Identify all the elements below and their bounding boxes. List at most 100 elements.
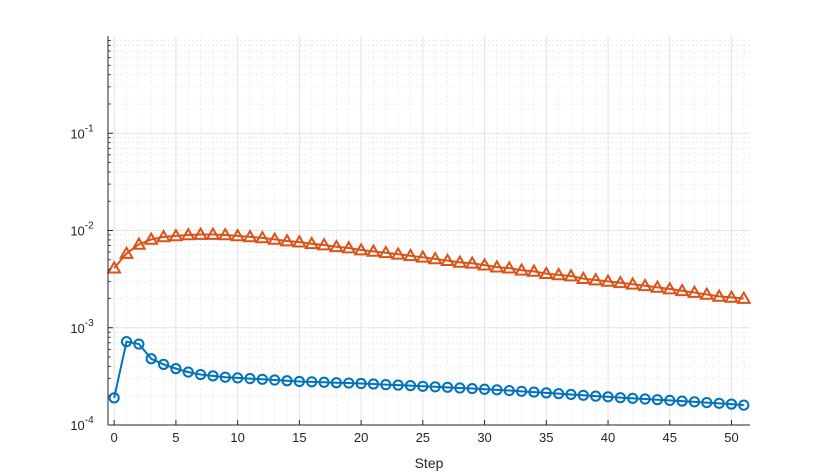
data-point (528, 386, 540, 398)
data-point (316, 237, 332, 251)
data-point (713, 397, 725, 409)
data-point (328, 238, 344, 253)
x-tick-label: 45 (663, 430, 677, 445)
x-tick-label: 20 (354, 430, 368, 445)
x-tick-label: 15 (292, 430, 306, 445)
x-tick-label: 0 (111, 430, 118, 445)
data-point (614, 392, 626, 404)
axes: 0 5 10 15 20 25 30 35 40 45 50 10-4 10-3 10-2 10-1 (70, 36, 750, 445)
data-point (318, 376, 330, 388)
data-point (219, 371, 231, 383)
data-point (686, 284, 702, 298)
data-point (612, 274, 628, 289)
data-point (304, 235, 320, 250)
series-layer (106, 226, 752, 411)
data-point (242, 229, 258, 243)
data-point (701, 396, 713, 409)
y-tick-label: 10-3 (70, 318, 94, 336)
data-point (514, 262, 530, 276)
data-point (343, 377, 355, 389)
data-point (120, 336, 133, 348)
data-point (145, 353, 157, 365)
data-point (600, 273, 616, 287)
data-point (306, 376, 318, 388)
data-point (664, 394, 676, 407)
data-point (355, 377, 367, 390)
data-point (625, 276, 641, 290)
data-point (390, 246, 406, 260)
data-point (515, 385, 528, 397)
series-1 (108, 336, 750, 411)
data-point (577, 389, 589, 401)
data-point (330, 377, 343, 389)
data-point (711, 288, 727, 302)
data-point (676, 395, 688, 407)
data-point (477, 257, 493, 271)
data-point (429, 381, 441, 393)
data-point (207, 370, 219, 382)
data-point (439, 252, 456, 266)
data-point (538, 265, 554, 279)
data-point (540, 387, 552, 399)
x-tick-label: 25 (416, 430, 430, 445)
data-point (526, 263, 542, 277)
x-tick-label: 5 (172, 430, 179, 445)
series-2 (106, 226, 752, 304)
data-point (491, 384, 503, 396)
data-point (244, 372, 256, 385)
x-tick-label: 50 (724, 430, 738, 445)
data-point (380, 379, 392, 391)
data-point (232, 372, 244, 384)
data-point (466, 382, 478, 395)
data-point (170, 363, 182, 375)
x-tick-label: 40 (601, 430, 615, 445)
data-point (627, 392, 639, 404)
data-point (738, 399, 750, 411)
data-point (590, 390, 602, 402)
series-line (113, 233, 744, 300)
data-point (194, 368, 207, 381)
data-point (157, 358, 170, 370)
data-point (415, 249, 431, 263)
data-point (565, 388, 577, 401)
data-point (230, 228, 246, 242)
data-point (454, 382, 466, 394)
data-point (180, 227, 196, 241)
data-point (553, 388, 565, 400)
data-point (575, 270, 591, 284)
data-point (108, 392, 120, 404)
data-point (168, 228, 184, 242)
data-point (217, 227, 233, 241)
data-point (404, 380, 417, 392)
data-point (464, 255, 480, 269)
data-point (182, 366, 194, 378)
data-point (279, 233, 295, 247)
data-point (193, 226, 209, 240)
x-tick-label: 35 (539, 430, 553, 445)
data-point (256, 373, 268, 385)
data-point (402, 247, 419, 262)
data-point (143, 231, 159, 245)
data-point (637, 277, 653, 292)
data-point (365, 243, 381, 257)
data-point (205, 226, 221, 240)
data-point (452, 254, 468, 268)
data-point (602, 391, 614, 403)
data-point (674, 282, 690, 297)
y-tick-label: 10-2 (70, 221, 94, 239)
data-point (281, 375, 293, 387)
data-point (341, 240, 357, 254)
data-point (662, 281, 678, 295)
data-point (392, 379, 404, 391)
data-point (269, 374, 281, 386)
data-point (367, 378, 380, 390)
data-point (651, 394, 664, 406)
y-tick-label: 10-1 (70, 123, 94, 141)
data-point (649, 279, 665, 293)
data-point (267, 231, 283, 245)
data-point (291, 234, 307, 248)
series-line (113, 340, 744, 407)
data-point (736, 290, 752, 304)
data-point (417, 380, 429, 392)
